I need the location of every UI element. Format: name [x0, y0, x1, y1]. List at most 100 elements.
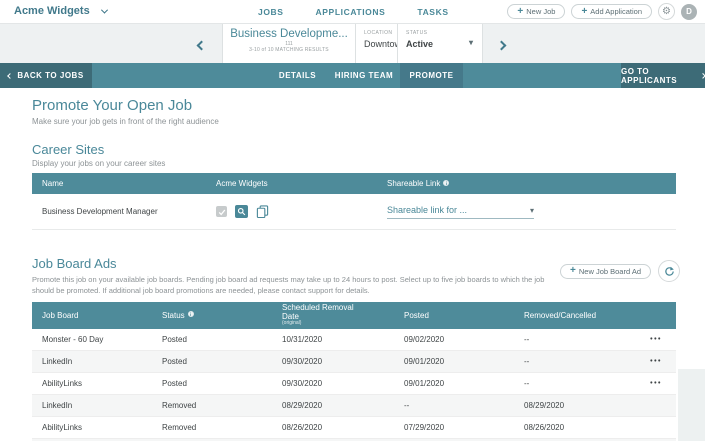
- caret-down-icon: ▾: [468, 38, 473, 47]
- job-board-row: AbilityLinks Posted 09/30/2020 09/01/2020 --…: [32, 372, 676, 396]
- column-acme-widgets: Acme Widgets: [216, 179, 268, 188]
- job-board-cell-status: Removed: [162, 423, 197, 433]
- job-number: 111: [285, 41, 293, 47]
- career-sites-title: Career Sites: [32, 142, 105, 157]
- preview-job-button[interactable]: [235, 205, 248, 218]
- plus-icon: +: [570, 265, 576, 276]
- new-job-button[interactable]: + New Job: [507, 4, 566, 19]
- job-board-table-body: Monster - 60 Day Posted 10/31/2020 09/02/20…: [32, 328, 676, 441]
- page-title: Promote Your Open Job: [32, 97, 193, 114]
- top-bar: Acme Widgets JOBS APPLICATIONS TASKS + N…: [0, 0, 705, 23]
- job-board-table: Job Board Status i Scheduled Removal Dat…: [32, 301, 676, 441]
- job-board-cell-scheduled: 09/30/2020: [282, 356, 323, 366]
- job-board-cell-board: LinkedIn: [42, 356, 73, 366]
- location-box: LOCATION Downtown: [355, 24, 407, 64]
- main-nav: JOBS APPLICATIONS TASKS: [258, 0, 449, 23]
- nav-applications[interactable]: APPLICATIONS: [315, 6, 386, 17]
- job-board-row: AbilityLinksRemoved07/16/202006/17/20200…: [32, 439, 676, 441]
- job-board-ads-section: Job Board Ads Promote this job on your a…: [32, 256, 705, 441]
- previous-job-button[interactable]: [196, 36, 207, 54]
- job-board-cell-board: AbilityLinks: [42, 423, 83, 433]
- matching-results: 3-10 of 10 MATCHING RESULTS: [249, 47, 329, 53]
- copy-link-button[interactable]: [256, 205, 269, 218]
- job-board-cell-board: LinkedIn: [42, 401, 73, 411]
- job-board-cell-removed: --: [524, 334, 530, 344]
- column-posted: Posted: [404, 310, 429, 320]
- site-checkbox[interactable]: [216, 206, 227, 217]
- job-board-cell-status: Posted: [162, 334, 187, 344]
- career-sites-subtitle: Display your jobs on your career sites: [32, 159, 166, 168]
- row-menu-button[interactable]: •••: [650, 357, 662, 365]
- settings-button[interactable]: ⚙: [658, 3, 675, 20]
- job-board-cell-scheduled: 08/26/2020: [282, 423, 323, 433]
- table-right-gutter: [678, 369, 705, 441]
- info-icon[interactable]: i: [187, 311, 194, 317]
- plus-icon: +: [517, 5, 524, 17]
- job-board-cell-posted: 07/29/2020: [404, 423, 445, 433]
- job-board-cell-board: Monster - 60 Day: [42, 334, 104, 344]
- chevron-left-icon: [196, 40, 207, 51]
- shareable-link-select[interactable]: Shareable link for ... ▾: [387, 205, 534, 219]
- job-board-row: AbilityLinks Removed 08/26/2020 07/29/2020 0…: [32, 417, 676, 440]
- career-row-name: Business Development Manager: [42, 207, 158, 216]
- back-to-jobs-button[interactable]: BACK TO JOBS: [0, 63, 92, 88]
- job-title-card[interactable]: Business Developme... 111 3-10 of 10 MAT…: [222, 24, 355, 64]
- job-board-cell-status: Posted: [162, 378, 187, 388]
- check-icon: [218, 209, 225, 215]
- job-board-cell-posted: 09/01/2020: [404, 356, 445, 366]
- row-menu-button[interactable]: •••: [650, 335, 662, 343]
- job-board-cell-status: Posted: [162, 356, 187, 366]
- location-label: LOCATION: [364, 30, 393, 36]
- job-board-cell-scheduled: 10/31/2020: [282, 334, 323, 344]
- page-subtitle: Make sure your job gets in front of the …: [32, 117, 219, 126]
- plus-icon: +: [581, 5, 588, 17]
- nav-tasks[interactable]: TASKS: [417, 6, 449, 17]
- job-board-cell-removed: 08/29/2020: [524, 401, 565, 411]
- job-board-cell-posted: 09/01/2020: [404, 378, 445, 388]
- chevron-right-icon: [700, 72, 705, 79]
- next-job-button[interactable]: [496, 36, 507, 54]
- status-dropdown[interactable]: STATUS Active ▾: [397, 24, 483, 64]
- nav-jobs[interactable]: JOBS: [258, 6, 284, 17]
- job-board-cell-removed: --: [524, 378, 530, 388]
- chevron-left-icon: [7, 72, 14, 79]
- copy-icon: [256, 205, 269, 218]
- job-board-cell-posted: --: [404, 401, 410, 411]
- career-sites-table-header: Name Acme Widgets Shareable Link i: [32, 173, 676, 194]
- add-application-button[interactable]: + Add Application: [571, 4, 652, 19]
- job-board-cell-removed: 08/26/2020: [524, 423, 565, 433]
- job-board-cell-removed: --: [524, 356, 530, 366]
- go-to-applicants-button[interactable]: GO TO APPLICANTS: [621, 63, 705, 88]
- job-board-actions: + New Job Board Ad: [560, 260, 680, 282]
- row-menu-button[interactable]: •••: [650, 379, 662, 387]
- tab-details[interactable]: DETAILS: [278, 71, 317, 80]
- job-board-row: LinkedIn Removed 08/29/2020 -- 08/29/2020: [32, 395, 676, 418]
- job-board-row: LinkedIn Posted 09/30/2020 09/01/2020 -- •••: [32, 350, 676, 373]
- tab-promote[interactable]: PROMOTE: [400, 63, 463, 88]
- job-board-table-header: Job Board Status i Scheduled Removal Dat…: [32, 301, 676, 329]
- refresh-icon: [664, 266, 674, 276]
- job-title: Business Developme...: [230, 28, 348, 40]
- company-name: Acme Widgets: [14, 5, 90, 17]
- job-board-ads-description: Promote this job on your available job b…: [32, 275, 545, 296]
- location-value: Downtown: [364, 39, 407, 49]
- new-job-board-ad-button[interactable]: + New Job Board Ad: [560, 263, 651, 279]
- column-status: Status i: [162, 311, 282, 320]
- chevron-right-icon: [496, 40, 507, 51]
- career-sites-section: Career Sites Display your jobs on your c…: [32, 142, 705, 230]
- company-switcher[interactable]: Acme Widgets: [14, 5, 108, 17]
- top-actions: + New Job + Add Application ⚙ D: [507, 0, 697, 23]
- job-board-cell-status: Removed: [162, 401, 197, 411]
- magnifier-icon: [237, 207, 246, 216]
- column-shareable-link: Shareable Link i: [387, 179, 676, 188]
- caret-down-icon: ▾: [529, 205, 534, 215]
- tab-hiring-team[interactable]: HIRING TEAM: [334, 71, 394, 80]
- refresh-button[interactable]: [658, 260, 680, 282]
- gear-icon: ⚙: [662, 5, 671, 17]
- job-board-cell-scheduled: 09/30/2020: [282, 378, 323, 388]
- column-removed-cancelled: Removed/Cancelled: [524, 310, 597, 320]
- job-subheader: Business Developme... 111 3-10 of 10 MAT…: [0, 23, 705, 64]
- career-site-row: Business Development Manager Shareable l…: [32, 194, 676, 230]
- avatar[interactable]: D: [681, 3, 697, 20]
- info-icon[interactable]: i: [443, 179, 450, 186]
